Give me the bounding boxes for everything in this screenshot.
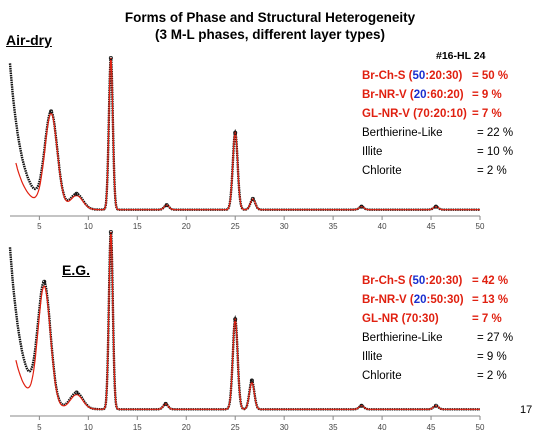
component-row: Br-NR-V (20:50:30) = 13 %: [362, 294, 508, 306]
peak-point: [108, 56, 113, 61]
x-tick-label: 30: [280, 423, 289, 432]
peak-point: [433, 204, 438, 209]
component-name: Illite: [362, 146, 383, 158]
x-tick-label: 50: [476, 222, 485, 231]
component-value: = 10 %: [477, 146, 514, 158]
component-value: = 27 %: [477, 332, 514, 344]
component-name-suffix: :60:20): [426, 89, 464, 101]
component-name-suffix: :20:30): [425, 70, 463, 82]
component-highlight: 20: [413, 294, 427, 306]
component-value: = 9 %: [477, 351, 507, 363]
peak-point: [108, 229, 113, 234]
calculated-series-line: [15, 231, 480, 410]
component-row: GL-NR (70:30) = 7 %: [362, 313, 502, 325]
component-row: Chlorite = 2 %: [362, 165, 507, 177]
panel-label-eg: E.G.: [62, 262, 91, 278]
component-row: GL-NR-V (70:20:10) = 7 %: [362, 108, 502, 120]
x-tick-label: 45: [427, 222, 436, 231]
peak-point: [233, 317, 238, 322]
component-value: = 13 %: [472, 294, 509, 306]
peak-point: [163, 401, 168, 406]
component-row: Berthierine-Like = 27 %: [362, 332, 513, 344]
x-tick-label: 25: [231, 222, 240, 231]
panel-label-air-dry: Air-dry: [6, 32, 52, 48]
component-name: Chlorite: [362, 165, 402, 177]
peak-point: [164, 203, 169, 208]
x-tick-label: 15: [133, 222, 142, 231]
x-tick-label: 5: [37, 222, 42, 231]
component-name: GL-NR (70:30): [362, 313, 439, 325]
component-name: Br-Ch-S (: [362, 275, 413, 287]
peak-point: [250, 196, 255, 201]
calculated-series-line: [15, 57, 480, 211]
component-name: Br-Ch-S (: [362, 70, 413, 82]
peak-point: [42, 279, 47, 284]
component-row: Illite = 10 %: [362, 146, 513, 158]
x-tick-label: 25: [231, 423, 240, 432]
component-name: GL-NR-V (70:20:10): [362, 108, 467, 120]
peak-point: [74, 390, 79, 395]
component-highlight: 50: [412, 275, 426, 287]
x-tick-label: 40: [378, 423, 387, 432]
component-value: = 50 %: [472, 70, 509, 82]
page-number: 17: [520, 404, 533, 416]
x-tick-label: 40: [378, 222, 387, 231]
component-name: Br-NR-V (: [362, 294, 414, 306]
sample-id: #16-HL 24: [436, 50, 486, 62]
peak-point: [359, 204, 364, 209]
component-name: Berthierine-Like: [362, 332, 443, 344]
peak-point: [433, 403, 438, 408]
x-tick-label: 45: [427, 423, 436, 432]
x-tick-label: 10: [84, 222, 93, 231]
component-row: Br-Ch-S (50:20:30) = 50 %: [362, 70, 508, 82]
peak-point: [233, 130, 238, 135]
x-tick-label: 20: [182, 222, 191, 231]
component-value: = 22 %: [477, 127, 514, 139]
peak-point: [49, 109, 54, 114]
component-highlight: 50: [412, 70, 426, 82]
component-value: = 9 %: [472, 89, 502, 101]
x-tick-label: 35: [329, 222, 338, 231]
component-row: Br-NR-V (20:60:20) = 9 %: [362, 89, 502, 101]
component-value: = 2 %: [477, 370, 507, 382]
component-name-suffix: :20:30): [425, 275, 463, 287]
x-tick-label: 20: [182, 423, 191, 432]
component-row: Berthierine-Like = 22 %: [362, 127, 513, 139]
component-name: Illite: [362, 351, 383, 363]
peak-point: [359, 403, 364, 408]
x-tick-label: 5: [37, 423, 42, 432]
component-value: = 7 %: [472, 313, 502, 325]
component-value: = 7 %: [472, 108, 502, 120]
component-value: = 42 %: [472, 275, 509, 287]
component-name: Br-NR-V (: [362, 89, 414, 101]
component-name: Chlorite: [362, 370, 402, 382]
component-name-suffix: :50:30): [426, 294, 464, 306]
x-tick-label: 10: [84, 423, 93, 432]
component-row: Illite = 9 %: [362, 351, 507, 363]
x-tick-label: 30: [280, 222, 289, 231]
x-tick-label: 15: [133, 423, 142, 432]
chart-title-line-1: Forms of Phase and Structural Heterogene…: [124, 10, 416, 25]
component-highlight: 20: [413, 89, 427, 101]
chart-title-line-2: (3 M-L phases, different layer types): [154, 27, 386, 42]
x-tick-label: 35: [329, 423, 338, 432]
peak-point: [74, 191, 79, 196]
peak-point: [249, 378, 254, 383]
component-name: Berthierine-Like: [362, 127, 443, 139]
component-value: = 2 %: [477, 165, 507, 177]
component-row: Br-Ch-S (50:20:30) = 42 %: [362, 275, 508, 287]
x-tick-label: 50: [476, 423, 485, 432]
component-row: Chlorite = 2 %: [362, 370, 507, 382]
